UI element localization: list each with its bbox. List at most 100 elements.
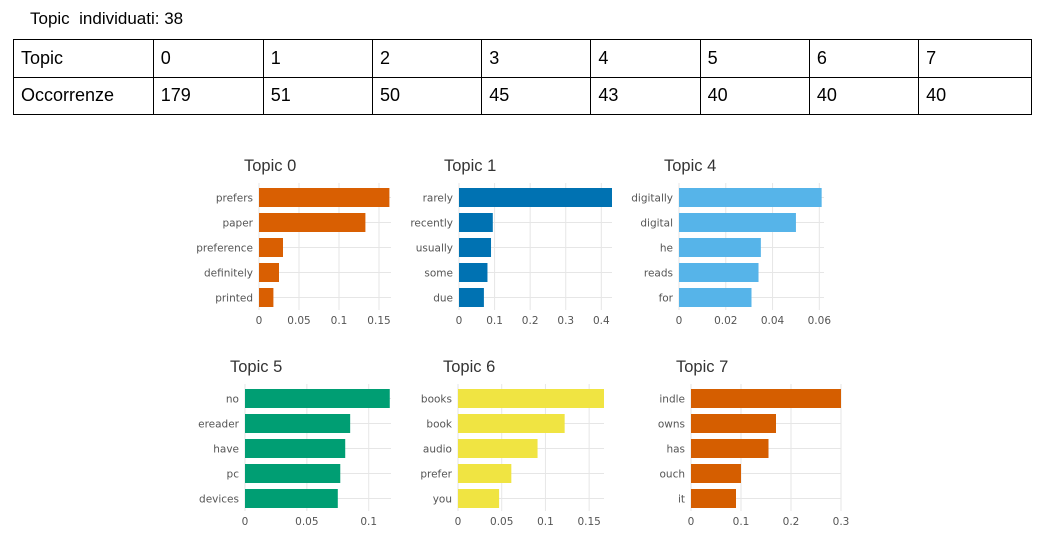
chart-bar [459,188,612,207]
chart-category-label: prefers [216,193,253,205]
summary-count: 38 [164,9,184,28]
chart-category-label: has [666,444,685,456]
chart-bar [245,439,346,458]
chart-category-label: owns [658,419,685,431]
table-cell: 5 [699,39,810,78]
chart-tick-label: 0 [256,315,263,327]
chart-category-label: books [421,394,452,406]
chart-bar [459,238,492,257]
table-cell: 45 [481,76,592,115]
chart-category-label: reads [644,268,673,280]
chart-bar [458,464,512,483]
chart-category-label: indle [659,394,685,406]
chart-category-label: digital [640,218,673,230]
chart-bar [458,439,538,458]
chart-bar [259,288,274,307]
chart-category-label: usually [416,243,453,255]
chart-category-label: it [678,494,685,506]
chart-category-label: ereader [198,419,240,431]
chart-tick-label: 0.2 [522,315,539,327]
chart-category-label: ouch [659,469,685,481]
chart-category-label: preference [196,243,253,255]
chart-bar [459,213,493,232]
chart-tick-label: 0.05 [287,315,310,327]
chart-bar [679,213,796,232]
chart-bar [458,489,500,508]
chart-bar [259,213,366,232]
chart-category-label: due [433,293,453,305]
chart-tick-label: 0.1 [360,516,377,528]
chart-category-label: for [659,293,674,305]
chart-tick-label: 0.04 [761,315,785,327]
chart-title: Topic 5 [230,358,282,376]
chart-tick-label: 0.1 [331,315,348,327]
row-header: Occorrenze [13,76,154,115]
chart-bar [679,238,761,257]
chart-bar [458,389,604,408]
table-cell: 179 [152,76,264,115]
chart-bar [691,439,769,458]
chart-bar [459,288,484,307]
chart-category-label: recently [410,218,453,230]
chart-category-label: book [426,419,453,431]
chart-title: Topic 4 [664,157,716,175]
chart-tick-label: 0 [242,516,249,528]
chart-category-label: printed [215,293,253,305]
row-header: Topic [13,39,154,78]
chart-topic-panel: Topic 7 indle owns has ouch it0 0.1 0.2 0.3 [658,358,849,528]
chart-title: Topic 1 [444,157,496,175]
chart-bar [691,489,736,508]
chart-category-label: digitally [631,193,673,205]
chart-tick-label: 0.1 [486,315,503,327]
chart-bar [259,188,390,207]
chart-tick-label: 0.3 [833,516,850,528]
table-cell: 7 [918,39,1032,78]
table-cell: 2 [371,39,483,78]
chart-bar [245,414,351,433]
chart-bar [259,263,279,282]
chart-bar [245,389,390,408]
chart-category-label: audio [423,444,452,456]
chart-bar [459,263,488,282]
chart-bar [679,188,822,207]
chart-tick-label: 0.15 [367,315,390,327]
table-cell: 40 [699,76,810,115]
chart-category-label: no [226,394,239,406]
chart-category-label: devices [199,494,239,506]
chart-category-label: you [433,494,452,506]
chart-topic-panel: Topic 0 prefers paper preference definitely p… [196,157,391,327]
table-cell: 40 [808,76,920,115]
chart-tick-label: 0 [455,516,462,528]
chart-tick-label: 0.15 [577,516,600,528]
chart-bar [458,414,565,433]
table-cell: 43 [590,76,701,115]
chart-category-label: he [660,243,673,255]
chart-bar [679,288,752,307]
chart-tick-label: 0.1 [733,516,750,528]
chart-bar [259,238,283,257]
chart-tick-label: 0.4 [593,315,610,327]
topic-occurrence-table: Topic 0 1 2 3 4 5 6 7 Occorrenze 179 51 50 45 43 40 40 40 [13,39,1032,115]
chart-title: Topic 0 [244,157,296,175]
chart-bar [679,263,759,282]
chart-tick-label: 0.1 [537,516,554,528]
chart-tick-label: 0.05 [295,516,318,528]
topic-count-summary: Topic individuati: 38 [30,9,183,29]
chart-category-label: have [213,444,239,456]
chart-tick-label: 0 [676,315,683,327]
table-cell: 40 [918,76,1032,115]
table-cell: 50 [371,76,483,115]
table-cell: 3 [481,39,592,78]
chart-category-label: definitely [204,268,253,280]
chart-title: Topic 7 [676,358,728,376]
chart-category-label: rarely [423,193,453,205]
chart-tick-label: 0.2 [783,516,800,528]
chart-tick-label: 0 [456,315,463,327]
chart-category-label: prefer [420,469,452,481]
chart-bar [691,414,776,433]
chart-tick-label: 0.05 [490,516,513,528]
